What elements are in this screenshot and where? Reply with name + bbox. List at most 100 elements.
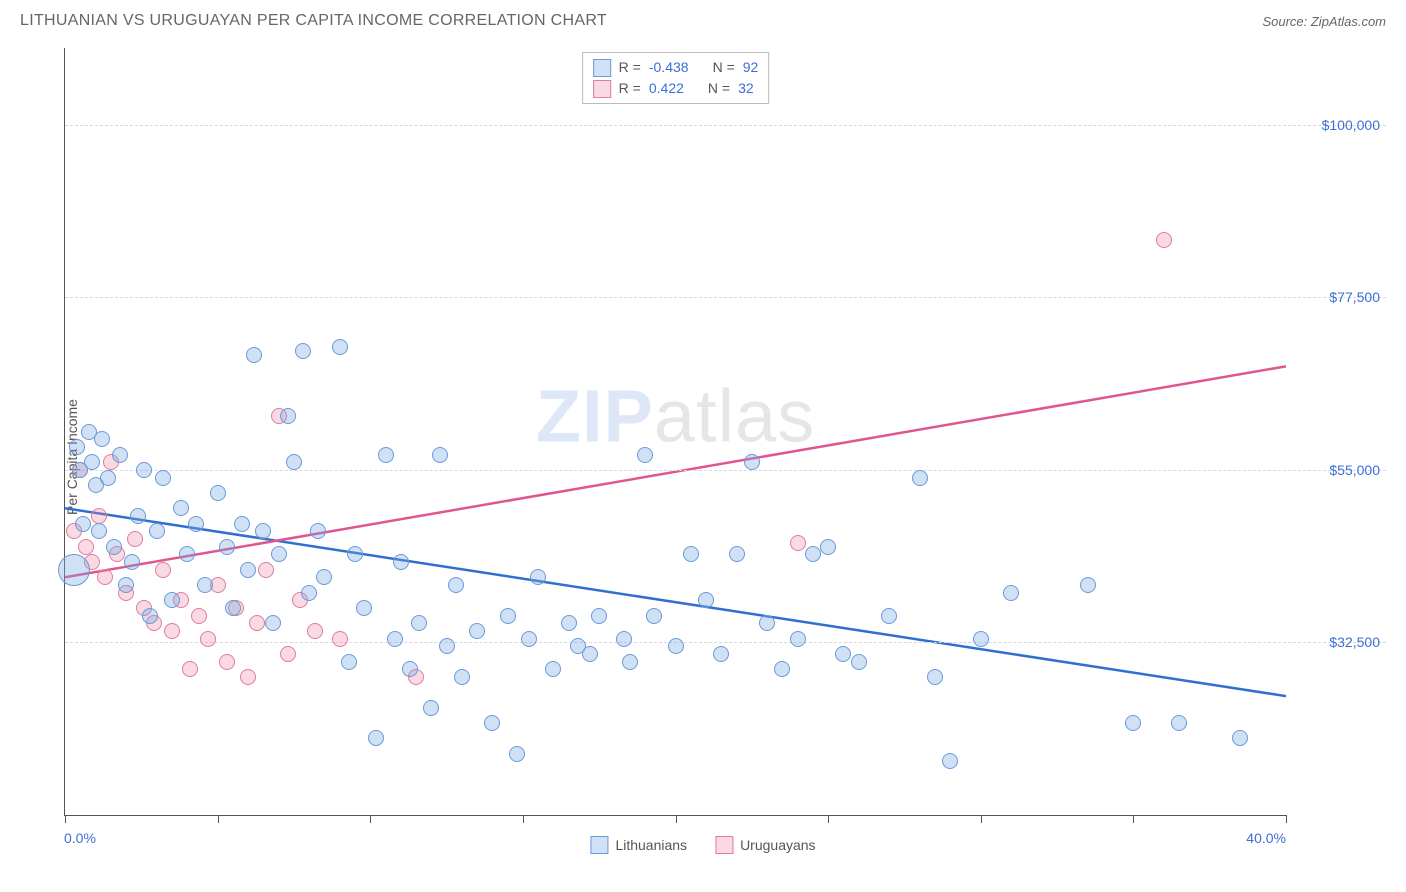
scatter-point-series1 <box>912 470 928 486</box>
scatter-point-series1 <box>84 454 100 470</box>
n-label: N = <box>708 78 730 99</box>
scatter-point-series1 <box>91 523 107 539</box>
scatter-point-series2 <box>97 569 113 585</box>
scatter-point-series1 <box>759 615 775 631</box>
scatter-point-series1 <box>155 470 171 486</box>
chart-title: LITHUANIAN VS URUGUAYAN PER CAPITA INCOM… <box>20 12 607 30</box>
scatter-point-series1 <box>835 646 851 662</box>
scatter-point-series1 <box>432 447 448 463</box>
scatter-point-series1 <box>698 592 714 608</box>
scatter-point-series1 <box>591 608 607 624</box>
scatter-point-series1 <box>280 408 296 424</box>
gridline <box>65 470 1386 471</box>
scatter-point-series1 <box>1003 585 1019 601</box>
scatter-point-series1 <box>118 577 134 593</box>
legend-swatch-2 <box>715 836 733 854</box>
scatter-point-series1 <box>368 730 384 746</box>
scatter-point-series1 <box>484 715 500 731</box>
scatter-point-series1 <box>973 631 989 647</box>
scatter-point-series1 <box>75 516 91 532</box>
r-value-1: -0.438 <box>649 57 689 78</box>
legend-swatch-1 <box>590 836 608 854</box>
scatter-point-series1 <box>881 608 897 624</box>
legend-label-2: Uruguayans <box>740 837 816 853</box>
series1-swatch <box>593 59 611 77</box>
scatter-point-series1 <box>271 546 287 562</box>
scatter-point-series2 <box>219 654 235 670</box>
scatter-point-series1 <box>439 638 455 654</box>
r-label: R = <box>619 78 641 99</box>
scatter-point-series1 <box>713 646 729 662</box>
scatter-point-series1 <box>188 516 204 532</box>
scatter-point-series1 <box>521 631 537 647</box>
scatter-point-series1 <box>234 516 250 532</box>
scatter-point-series1 <box>210 485 226 501</box>
scatter-point-series1 <box>820 539 836 555</box>
scatter-point-series2 <box>182 661 198 677</box>
scatter-point-series1 <box>356 600 372 616</box>
scatter-point-series2 <box>280 646 296 662</box>
correlation-row-1: R = -0.438 N = 92 <box>593 57 759 78</box>
scatter-point-series1 <box>744 454 760 470</box>
scatter-point-series1 <box>927 669 943 685</box>
scatter-point-series2 <box>91 508 107 524</box>
legend: Lithuanians Uruguayans <box>590 836 815 854</box>
scatter-point-series1 <box>616 631 632 647</box>
scatter-point-series1 <box>387 631 403 647</box>
scatter-point-series1 <box>106 539 122 555</box>
scatter-point-series1 <box>454 669 470 685</box>
scatter-point-series1 <box>246 347 262 363</box>
scatter-point-series1 <box>316 569 332 585</box>
scatter-point-series1 <box>1080 577 1096 593</box>
scatter-point-series2 <box>200 631 216 647</box>
x-tick <box>523 815 524 823</box>
scatter-point-series1 <box>332 339 348 355</box>
scatter-point-series1 <box>1171 715 1187 731</box>
chart-container: Per Capita Income ZIPatlas R = -0.438 N … <box>20 42 1386 872</box>
scatter-point-series1 <box>94 431 110 447</box>
scatter-point-series1 <box>225 600 241 616</box>
correlation-box: R = -0.438 N = 92 R = 0.422 N = 32 <box>582 52 770 104</box>
scatter-point-series1 <box>112 447 128 463</box>
scatter-point-series1 <box>130 508 146 524</box>
scatter-point-series1 <box>500 608 516 624</box>
scatter-point-series2 <box>258 562 274 578</box>
y-tick-label: $100,000 <box>1322 117 1380 133</box>
scatter-point-series2 <box>240 669 256 685</box>
scatter-point-series1 <box>255 523 271 539</box>
scatter-point-series1 <box>149 523 165 539</box>
scatter-point-series2 <box>249 615 265 631</box>
scatter-point-series1 <box>668 638 684 654</box>
scatter-point-series1 <box>942 753 958 769</box>
correlation-row-2: R = 0.422 N = 32 <box>593 78 759 99</box>
n-label: N = <box>713 57 735 78</box>
scatter-point-series1 <box>142 608 158 624</box>
x-tick <box>676 815 677 823</box>
scatter-point-series1 <box>164 592 180 608</box>
x-tick <box>1133 815 1134 823</box>
scatter-point-series1 <box>393 554 409 570</box>
scatter-point-series1 <box>469 623 485 639</box>
scatter-point-series1 <box>646 608 662 624</box>
scatter-point-series1 <box>411 615 427 631</box>
gridline <box>65 125 1386 126</box>
plot-area: ZIPatlas R = -0.438 N = 92 R = 0.422 N =… <box>64 48 1286 816</box>
scatter-point-series1 <box>1125 715 1141 731</box>
scatter-point-series1 <box>265 615 281 631</box>
scatter-point-series1 <box>582 646 598 662</box>
x-tick <box>828 815 829 823</box>
x-tick <box>981 815 982 823</box>
watermark-zip: ZIP <box>536 375 654 458</box>
y-tick-label: $32,500 <box>1329 634 1380 650</box>
scatter-point-series1 <box>790 631 806 647</box>
legend-item-1: Lithuanians <box>590 836 687 854</box>
legend-label-1: Lithuanians <box>615 837 687 853</box>
scatter-point-series1 <box>124 554 140 570</box>
scatter-point-series1 <box>683 546 699 562</box>
scatter-point-series2 <box>78 539 94 555</box>
scatter-point-series1 <box>448 577 464 593</box>
x-axis-min-label: 0.0% <box>64 830 96 846</box>
source-label: Source: ZipAtlas.com <box>1262 14 1386 29</box>
scatter-point-series1 <box>179 546 195 562</box>
legend-item-2: Uruguayans <box>715 836 816 854</box>
